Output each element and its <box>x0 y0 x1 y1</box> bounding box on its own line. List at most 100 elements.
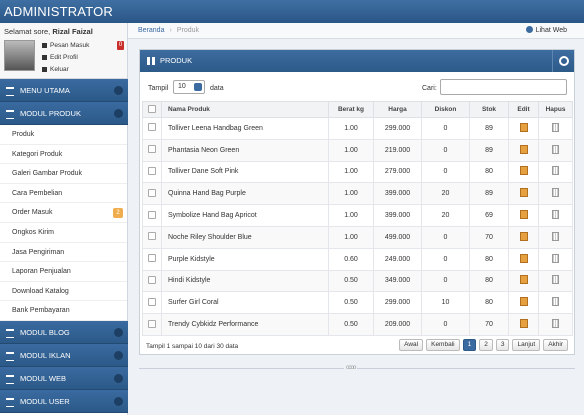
delete-button[interactable] <box>552 275 559 285</box>
column-header: Edit <box>508 101 539 118</box>
edit-button[interactable] <box>519 188 528 198</box>
breadcrumb-link[interactable]: Beranda <box>138 27 165 34</box>
row-select[interactable] <box>142 291 162 315</box>
row-select[interactable] <box>142 117 162 140</box>
checkbox <box>148 188 156 197</box>
edit-button[interactable] <box>519 210 528 220</box>
checkbox <box>148 232 156 241</box>
menu-item[interactable]: Jasa Pengiriman <box>0 243 127 263</box>
checkbox <box>148 166 156 175</box>
menu-item-label: Order Masuk <box>12 209 53 217</box>
cell: 299.000 <box>373 117 422 140</box>
edit-cell <box>508 138 539 162</box>
page-button[interactable]: 3 <box>495 339 510 351</box>
edit-button[interactable] <box>519 319 528 329</box>
page-button[interactable]: 1 <box>462 339 477 351</box>
edit-button[interactable] <box>519 253 528 263</box>
menu-section[interactable]: MODUL BLOG <box>0 321 128 344</box>
delete-button[interactable] <box>552 188 559 198</box>
menu-item[interactable]: Download Katalog <box>0 282 127 302</box>
menu-section[interactable]: MENU UTAMA <box>0 79 128 102</box>
edit-button[interactable] <box>519 166 528 176</box>
user-link[interactable]: Edit Profil <box>42 54 78 61</box>
row-select[interactable] <box>142 225 162 249</box>
page-button[interactable]: Awal <box>399 339 424 351</box>
column-header: Diskon <box>421 101 470 118</box>
menu-item-label: Bank Pembayaran <box>12 307 70 315</box>
edit-button[interactable] <box>519 297 528 307</box>
page-button[interactable]: Akhir <box>543 339 568 351</box>
menu-item[interactable]: Cara Pembelian <box>0 184 127 204</box>
menu-item[interactable]: Galeri Gambar Produk <box>0 164 127 184</box>
cell: 80 <box>469 160 509 184</box>
edit-button[interactable] <box>519 144 528 154</box>
menu-section[interactable]: MODUL WEB <box>0 367 128 390</box>
column-header: Berat kg <box>328 101 374 118</box>
page-button[interactable]: 2 <box>479 339 493 351</box>
menu-section[interactable]: MODUL PRODUK <box>0 102 128 125</box>
menu-item[interactable]: Order Masuk 2 <box>0 203 127 223</box>
menu-section[interactable]: MODUL IKLAN <box>0 344 128 367</box>
cell: 70 <box>469 313 509 336</box>
page-button[interactable]: Lanjut <box>512 339 541 351</box>
row-select[interactable] <box>142 160 162 184</box>
menu-item-label: Kategori Produk <box>12 150 63 158</box>
search-input[interactable] <box>440 79 567 95</box>
user-link[interactable]: Keluar <box>42 66 69 73</box>
show-suffix: data <box>210 85 224 92</box>
row-select[interactable] <box>142 269 162 293</box>
menu-section[interactable]: MODUL USER <box>0 390 128 413</box>
page-size-select[interactable]: 10 <box>173 80 205 94</box>
menu-item[interactable]: Ongkos Kirim <box>0 223 127 243</box>
row-select[interactable] <box>142 313 162 336</box>
table-row: Trendy Cybkidz Performance 0.50 209.000 0 70 <box>142 313 573 336</box>
delete-button[interactable] <box>552 297 559 307</box>
delete-button[interactable] <box>552 253 559 263</box>
settings-button[interactable] <box>552 50 574 72</box>
menu-item-label: Ongkos Kirim <box>12 229 55 236</box>
cell: 20 <box>421 182 470 206</box>
edit-button[interactable] <box>519 231 528 241</box>
page-button[interactable]: Kembali <box>426 339 460 351</box>
delete-button[interactable] <box>552 210 559 220</box>
delete-cell <box>538 313 573 336</box>
view-site-link[interactable]: Lihat Web <box>526 23 567 39</box>
table-row: Noche Riley Shoulder Blue 1.00 499.000 0 70 <box>142 225 573 249</box>
menu-item[interactable]: Bank Pembayaran <box>0 301 127 321</box>
cell: 89 <box>469 138 509 162</box>
cell: 299.000 <box>373 291 422 315</box>
breadcrumb: Beranda › Produk Lihat Web <box>128 23 584 39</box>
menu-item[interactable]: Laporan Penjualan <box>0 262 127 282</box>
table-row: Quinna Hand Bag Purple 1.00 399.000 20 89 <box>142 182 573 206</box>
user-link[interactable]: Pesan Masuk <box>42 42 89 49</box>
row-select[interactable] <box>142 182 162 206</box>
checkbox <box>148 254 156 263</box>
cell: 20 <box>421 204 470 227</box>
delete-button[interactable] <box>552 122 559 132</box>
breadcrumb-current: Produk <box>176 27 199 34</box>
cell: 0 <box>421 247 470 271</box>
row-select[interactable] <box>142 204 162 227</box>
checkbox <box>148 319 156 328</box>
delete-button[interactable] <box>552 144 559 154</box>
menu-item[interactable]: Produk <box>0 125 127 145</box>
cell: Phantasia Neon Green <box>161 138 329 162</box>
edit-cell <box>508 204 539 227</box>
chevron <box>114 86 123 95</box>
delete-button[interactable] <box>552 319 559 329</box>
show-label: Tampil <box>148 85 169 92</box>
row-select[interactable] <box>142 138 162 162</box>
table-row: Tolliver Dane Soft Pink 1.00 279.000 0 80 <box>142 160 573 184</box>
cell: 0.50 <box>328 291 374 315</box>
delete-button[interactable] <box>552 231 559 241</box>
edit-button[interactable] <box>519 122 528 132</box>
select-all[interactable] <box>142 101 162 118</box>
edit-button[interactable] <box>519 275 528 285</box>
checkbox <box>148 145 156 154</box>
menu-item-label: Jasa Pengiriman <box>12 248 65 256</box>
cell: 0 <box>421 225 470 249</box>
cell: 499.000 <box>373 225 422 249</box>
row-select[interactable] <box>142 247 162 271</box>
delete-button[interactable] <box>552 166 559 176</box>
menu-item[interactable]: Kategori Produk <box>0 145 127 165</box>
